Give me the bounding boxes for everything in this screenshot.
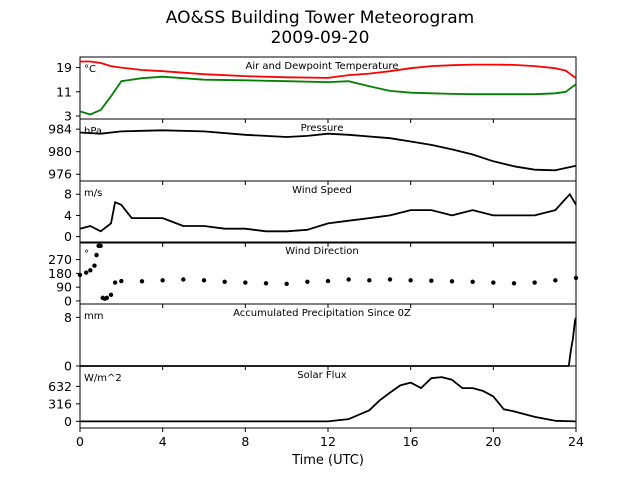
panel-unit-5: W/m^2 — [84, 373, 122, 384]
y-tick-label-5-0: 0 — [64, 414, 72, 429]
data-point-3-29 — [470, 279, 475, 285]
data-point-3-13 — [139, 279, 145, 284]
panel-title-2: Wind Speed — [292, 185, 352, 196]
series-line-0-1 — [79, 75, 577, 116]
panel-title-0: Air and Dewpoint Temperature — [246, 61, 399, 72]
data-point-3-2 — [88, 268, 93, 273]
data-point-3-17 — [222, 279, 227, 285]
data-point-3-12 — [119, 278, 124, 284]
data-point-3-9 — [104, 295, 110, 301]
series-line-5-0 — [80, 376, 577, 423]
panel-title-1: Pressure — [301, 123, 344, 134]
data-point-3-16 — [201, 278, 207, 283]
data-point-3-14 — [160, 278, 165, 283]
y-tick-label-0-11: 11 — [56, 84, 72, 99]
series-line-4-0 — [80, 317, 577, 367]
panel-title-3: Wind Direction — [285, 246, 359, 257]
x-tick-label-12: 12 — [320, 434, 336, 449]
y-tick-label-4-8: 8 — [64, 310, 72, 325]
y-tick-label-3-90: 90 — [56, 280, 72, 295]
data-point-3-23 — [346, 277, 351, 282]
data-point-3-22 — [325, 278, 331, 284]
panel-title-5: Solar Flux — [297, 370, 347, 381]
data-point-3-33 — [553, 278, 558, 283]
x-tick-label-24: 24 — [568, 434, 584, 449]
data-point-3-21 — [305, 279, 310, 285]
data-point-3-0 — [77, 272, 83, 278]
x-tick-label-16: 16 — [403, 434, 419, 449]
y-tick-label-3-0: 0 — [64, 293, 72, 308]
data-point-3-15 — [181, 277, 186, 282]
panel-unit-0: °C — [84, 64, 96, 75]
data-point-3-30 — [491, 280, 496, 285]
x-tick-label-20: 20 — [485, 434, 501, 449]
y-tick-label-2-4: 4 — [64, 208, 72, 223]
data-point-3-1 — [84, 270, 89, 275]
data-point-3-4 — [94, 252, 99, 258]
data-point-3-32 — [532, 280, 537, 285]
panel-unit-4: mm — [84, 311, 103, 322]
data-point-3-18 — [243, 280, 248, 285]
panel-unit-2: m/s — [84, 188, 102, 199]
series-line-2-0 — [79, 193, 577, 233]
figure-subtitle: 2009-09-20 — [270, 28, 370, 48]
y-tick-label-0-3: 3 — [64, 108, 72, 123]
y-tick-label-5-632: 632 — [48, 379, 72, 394]
data-point-3-26 — [408, 278, 413, 283]
data-point-3-28 — [449, 279, 455, 284]
data-point-3-20 — [284, 281, 289, 286]
y-tick-label-1-984: 984 — [48, 122, 72, 137]
panel-unit-1: hPa — [84, 126, 102, 137]
x-tick-label-4: 4 — [159, 434, 167, 449]
data-point-3-19 — [263, 281, 269, 286]
series-line-0-0 — [80, 60, 577, 79]
y-tick-label-0-19: 19 — [56, 60, 72, 75]
series-line-1-0 — [79, 129, 577, 172]
data-point-3-10 — [108, 292, 114, 298]
data-point-3-24 — [367, 278, 372, 283]
y-tick-label-2-8: 8 — [64, 187, 72, 202]
x-axis-label: Time (UTC) — [291, 453, 364, 468]
panel-title-4: Accumulated Precipitation Since 0Z — [233, 308, 411, 319]
y-tick-label-1-976: 976 — [48, 167, 72, 182]
panel-unit-3: ° — [84, 249, 89, 260]
data-point-3-31 — [511, 281, 517, 286]
data-point-3-11 — [112, 280, 118, 285]
data-point-3-3 — [92, 263, 97, 268]
data-point-3-25 — [387, 277, 393, 282]
data-point-3-27 — [429, 278, 434, 283]
y-tick-label-2-0: 0 — [64, 229, 72, 244]
data-point-3-6 — [98, 243, 103, 249]
x-tick-label-8: 8 — [241, 434, 249, 449]
y-tick-label-3-270: 270 — [48, 252, 72, 267]
y-tick-label-1-980: 980 — [48, 144, 72, 159]
y-tick-label-5-316: 316 — [48, 396, 72, 411]
x-tick-label-0: 0 — [76, 434, 84, 449]
y-tick-label-3-180: 180 — [48, 266, 72, 281]
figure-title: AO&SS Building Tower Meteorogram — [165, 8, 475, 28]
data-point-3-34 — [573, 275, 579, 281]
y-tick-label-4-0: 0 — [64, 359, 72, 374]
